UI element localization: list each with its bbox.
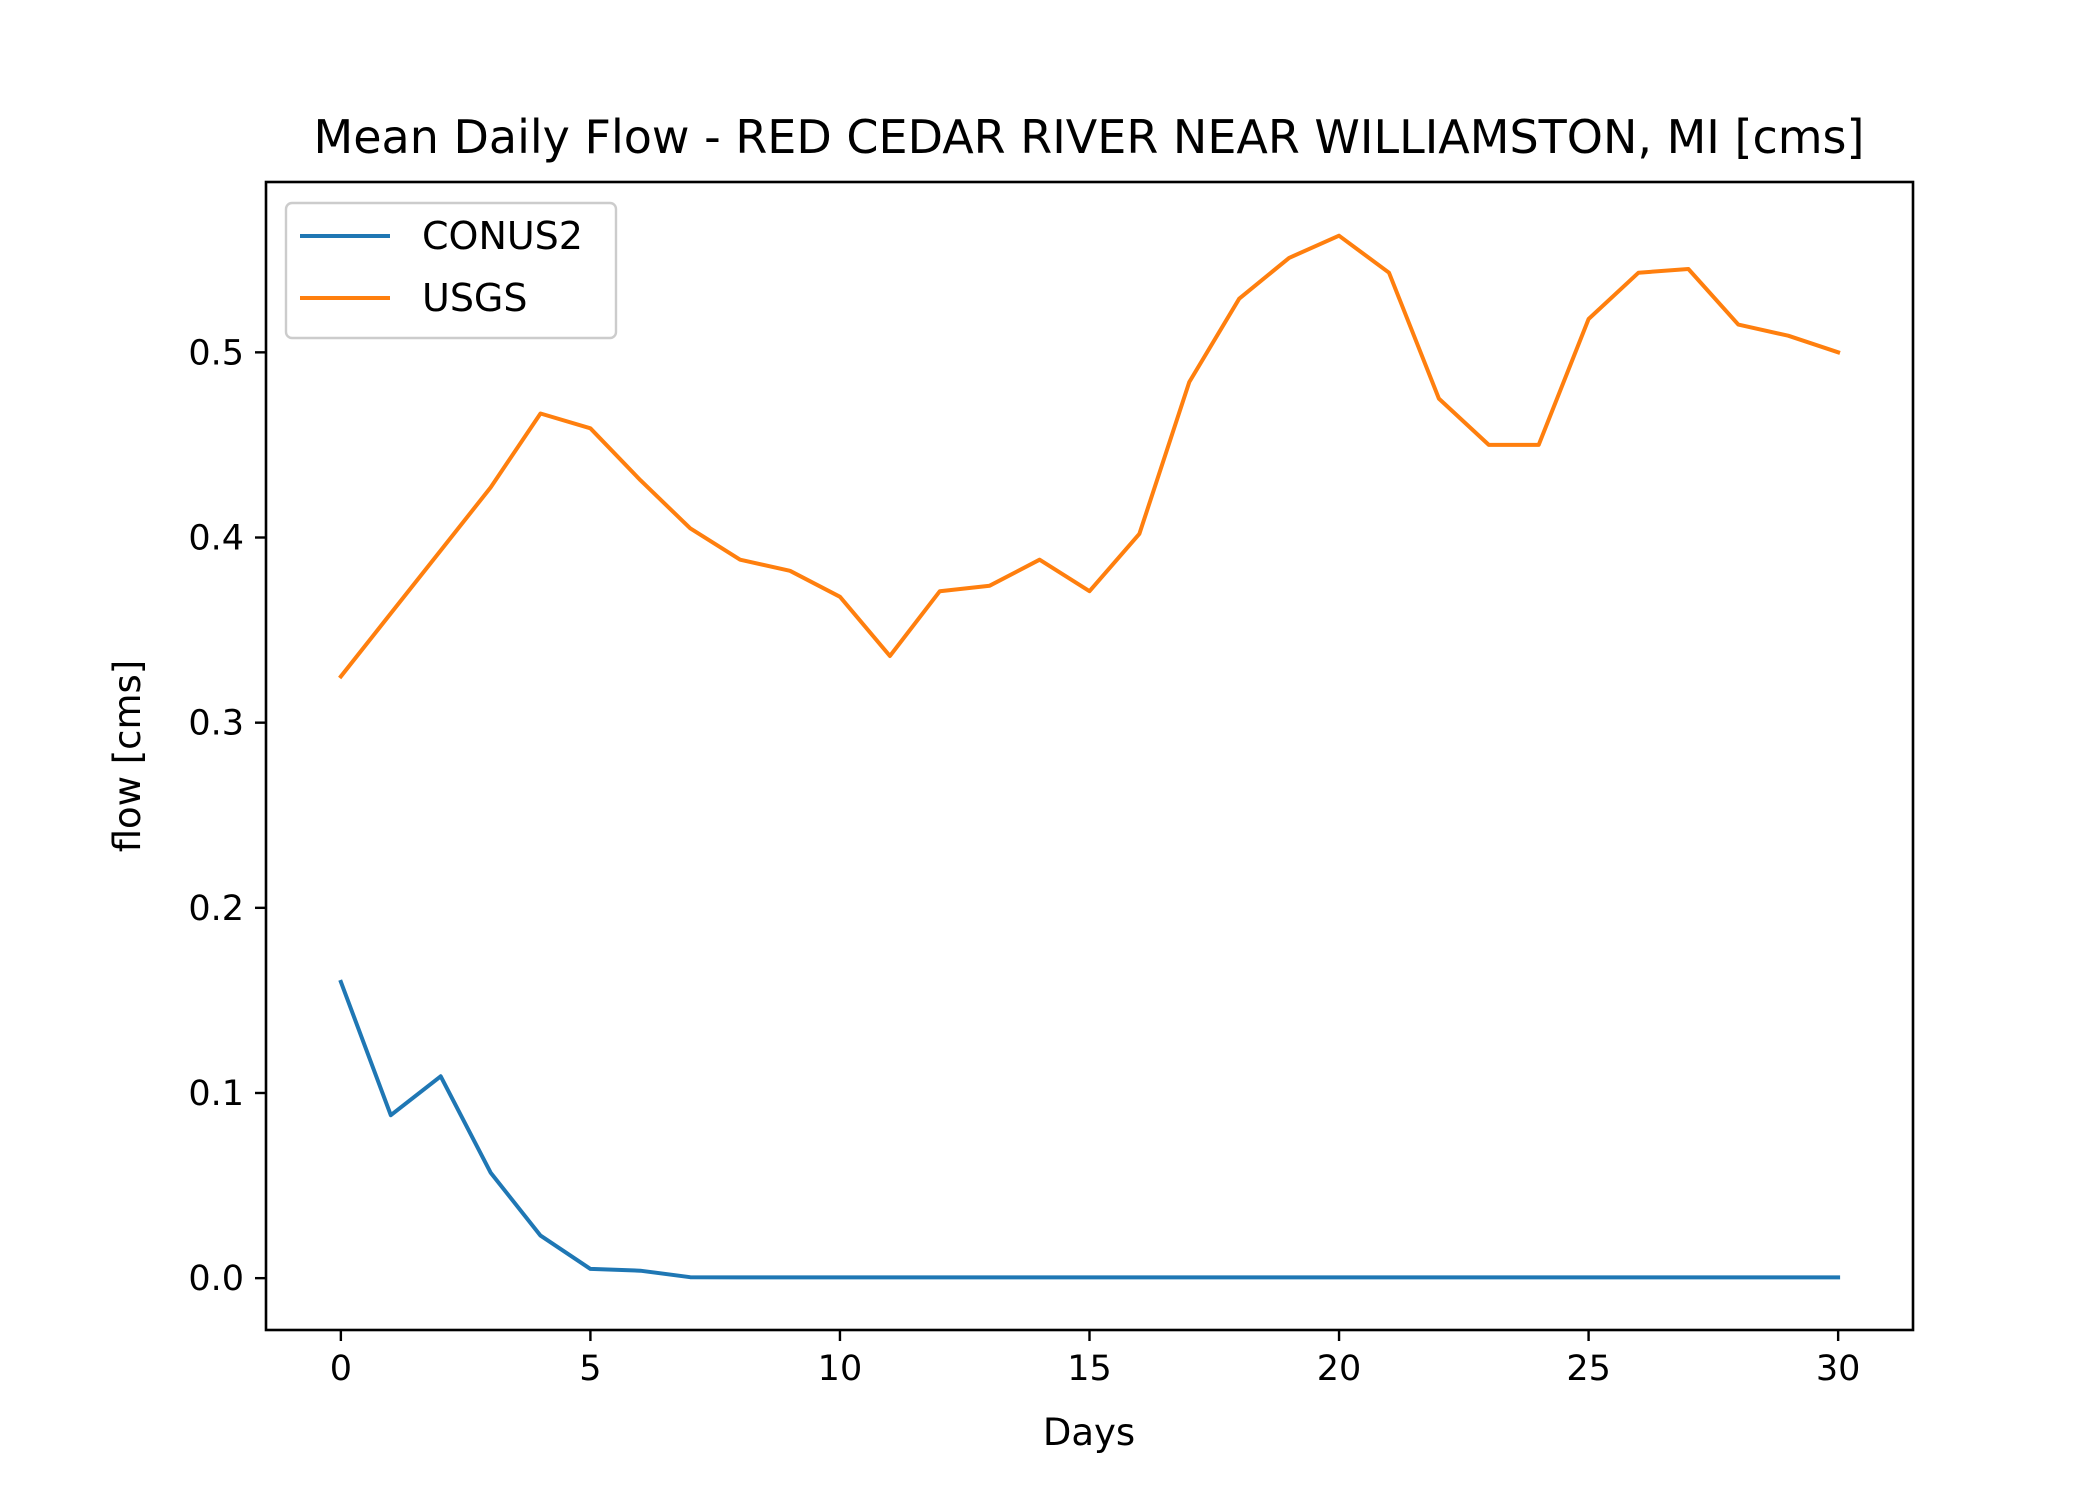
x-tick-label: 5 [579,1349,601,1389]
series-line-conus2 [338,979,1841,1280]
plot-frame [264,180,1915,1332]
y-axis-label: flow [cms] [106,660,149,853]
legend-label-conus2: CONUS2 [422,214,583,258]
y-tick-label: 0.3 [188,704,244,744]
x-tick-label: 25 [1566,1349,1611,1389]
x-tick-label: 20 [1317,1349,1362,1389]
legend: CONUS2 USGS [284,201,618,340]
series-layer [338,233,1841,1280]
legend-label-usgs: USGS [422,276,528,320]
y-tick-label: 0.5 [188,333,244,373]
x-tick-label: 0 [330,1349,352,1389]
x-axis-ticks: 0 5 10 15 20 25 30 [330,1330,1861,1389]
y-axis-ticks: 0.0 0.1 0.2 0.3 0.4 0.5 [188,333,266,1299]
x-axis-label: Days [1043,1411,1135,1454]
y-tick-label: 0.2 [188,889,244,929]
x-tick-label: 10 [818,1349,863,1389]
y-tick-label: 0.1 [188,1074,244,1114]
x-tick-label: 15 [1067,1349,1112,1389]
x-tick-label: 30 [1816,1349,1861,1389]
y-tick-label: 0.4 [188,519,244,559]
chart-title: Mean Daily Flow - RED CEDAR RIVER NEAR W… [314,110,1865,164]
series-line-usgs [338,233,1841,680]
y-tick-label: 0.0 [188,1259,244,1299]
